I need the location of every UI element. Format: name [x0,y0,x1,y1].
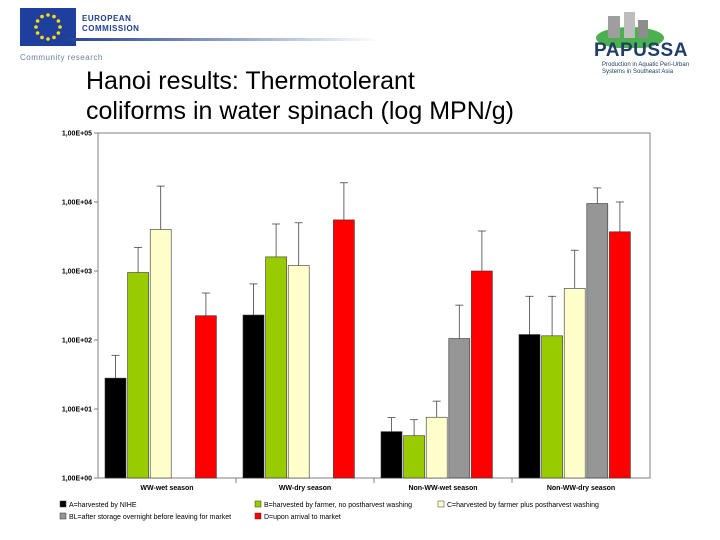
bar-B [265,256,287,479]
x-category-label: WW-dry season [279,485,331,492]
legend-box [56,497,658,527]
bar-D [609,231,631,479]
bar-C [149,229,172,479]
eu-star [46,13,50,17]
bar-B [403,435,425,479]
slide-title: Hanoi results: Thermotolerant coliforms … [86,67,514,125]
legend-label-C: C=harvested by farmer plus postharvest w… [447,502,599,509]
eu-flag-icon [20,8,76,46]
bar-A [104,377,127,479]
bar-B [127,272,149,479]
bar-B [541,335,563,479]
eu-star [46,37,50,41]
bar-D [471,270,493,479]
papussa-name: PAPUSSA [594,40,688,61]
eu-star [52,14,56,19]
legend-swatch-B [254,500,262,508]
legend-label-A: A=harvested by NIHE [69,502,137,509]
legend-label-D: D=upon arrival to market [264,514,341,521]
eu-tagline: Community research [20,53,103,62]
eu-star [34,25,38,29]
y-tick-label: 1,00E+00 [62,476,92,483]
eu-star [40,14,44,19]
y-tick-label: 1,00E+03 [62,269,92,276]
eu-star [40,35,44,40]
eu-name-line2: COMMISSION [82,24,140,33]
y-tick-label: 1,00E+01 [62,407,92,414]
x-category-label: Non-WW-dry season [547,485,615,492]
eu-star [56,19,61,23]
legend-label-B: B=harvested by farmer, no postharvest wa… [264,502,412,509]
papussa-subtitle: Production in Aquatic Peri-Urban Systems… [602,62,690,75]
bar-A [380,431,403,479]
eu-star [56,31,61,35]
eu-star [58,25,62,29]
bar-A [518,334,541,479]
legend-swatch-A [59,500,67,508]
bar-C [287,265,310,479]
header-stripe [60,38,380,41]
legend-label-BL: BL=after storage overnight before leavin… [69,514,231,521]
y-tick-label: 1,00E+02 [62,338,92,345]
bar-D [195,315,217,479]
eu-star [35,31,40,35]
y-tick-label: 1,00E+05 [62,131,92,138]
papussa-logo: PAPUSSA Production in Aquatic Peri-Urban… [578,8,716,78]
bar-A [242,314,265,479]
bar-D [333,219,355,479]
legend-swatch-C [437,500,445,508]
bar-C [425,416,448,479]
x-category-label: WW-wet season [140,485,193,492]
eu-star [52,35,56,40]
legend-swatch-BL [59,512,67,520]
y-tick-label: 1,00E+04 [62,200,92,207]
legend-swatch-D [254,512,262,520]
bar-BL [586,203,609,479]
eu-name-line1: EUROPEAN [82,14,132,23]
eu-name: EUROPEAN COMMISSION [82,14,192,34]
papussa-emblem-icon [596,12,664,48]
eu-star [35,19,40,23]
bar-C [563,288,586,479]
bar-BL [448,338,471,479]
x-category-label: Non-WW-wet season [408,485,477,492]
